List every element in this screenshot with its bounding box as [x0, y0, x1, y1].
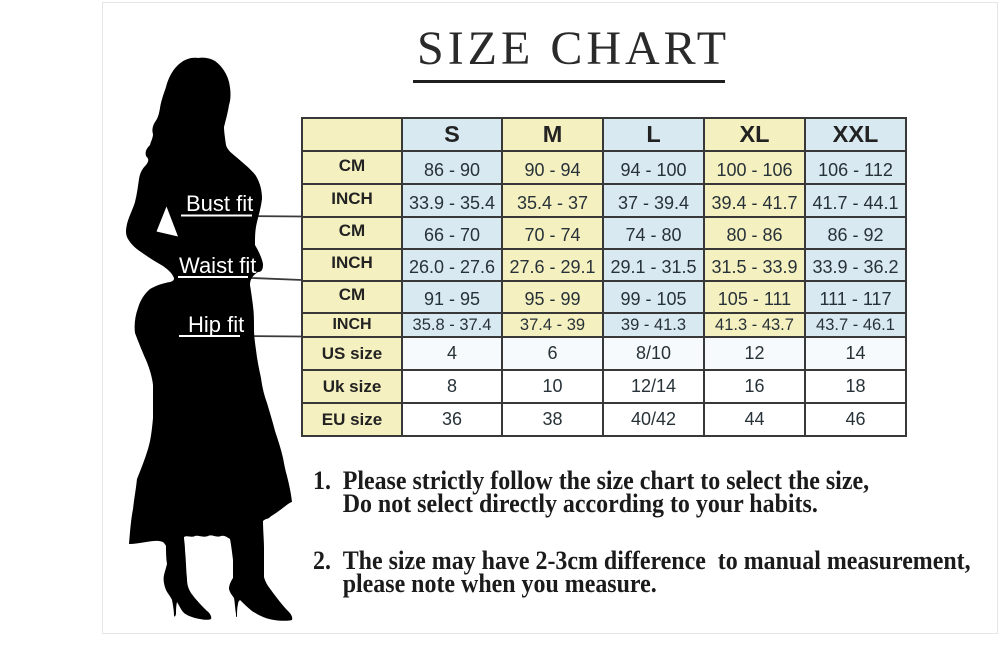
svg-text:Waist fit: Waist fit	[179, 253, 256, 278]
svg-text:Hip fit: Hip fit	[188, 312, 244, 337]
svg-text:Bust fit: Bust fit	[186, 191, 253, 216]
